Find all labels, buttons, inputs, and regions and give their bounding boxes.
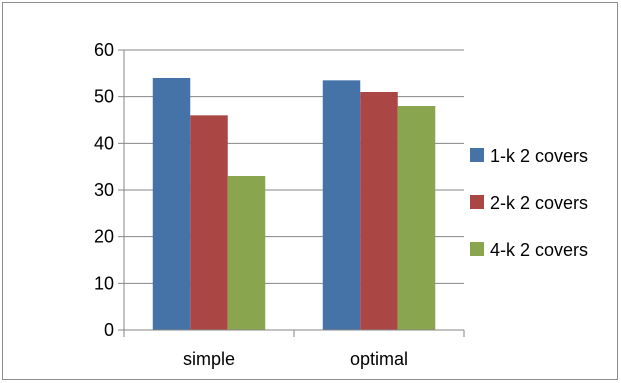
y-tick-label: 0 — [104, 320, 114, 340]
bar-optimal-series-3 — [397, 106, 436, 330]
y-tick-label: 20 — [94, 227, 114, 247]
legend-label: 2-k 2 covers — [490, 193, 588, 213]
y-tick-label: 30 — [94, 180, 114, 200]
legend-swatch — [470, 195, 484, 209]
y-tick-label: 40 — [94, 133, 114, 153]
y-tick-label: 10 — [94, 273, 114, 293]
y-tick-label: 50 — [94, 87, 114, 107]
bar-optimal-series-1 — [322, 80, 361, 330]
legend-swatch — [470, 242, 484, 256]
legend-swatch — [470, 148, 484, 162]
x-tick-label: simple — [183, 349, 235, 369]
bar-simple-series-1 — [152, 78, 191, 330]
legend-label: 4-k 2 covers — [490, 240, 588, 260]
chart-frame — [2, 2, 618, 380]
legend-label: 1-k 2 covers — [490, 146, 588, 166]
y-tick-label: 60 — [94, 40, 114, 60]
bars — [152, 78, 436, 330]
bar-simple-series-3 — [227, 176, 266, 330]
bar-optimal-series-2 — [360, 92, 398, 330]
axes: 0 10 20 30 40 50 60 simple optimal — [94, 40, 465, 369]
legend: 1-k 2 covers 2-k 2 covers 4-k 2 covers — [470, 146, 588, 260]
bar-simple-series-2 — [190, 115, 228, 330]
x-tick-label: optimal — [350, 349, 408, 369]
